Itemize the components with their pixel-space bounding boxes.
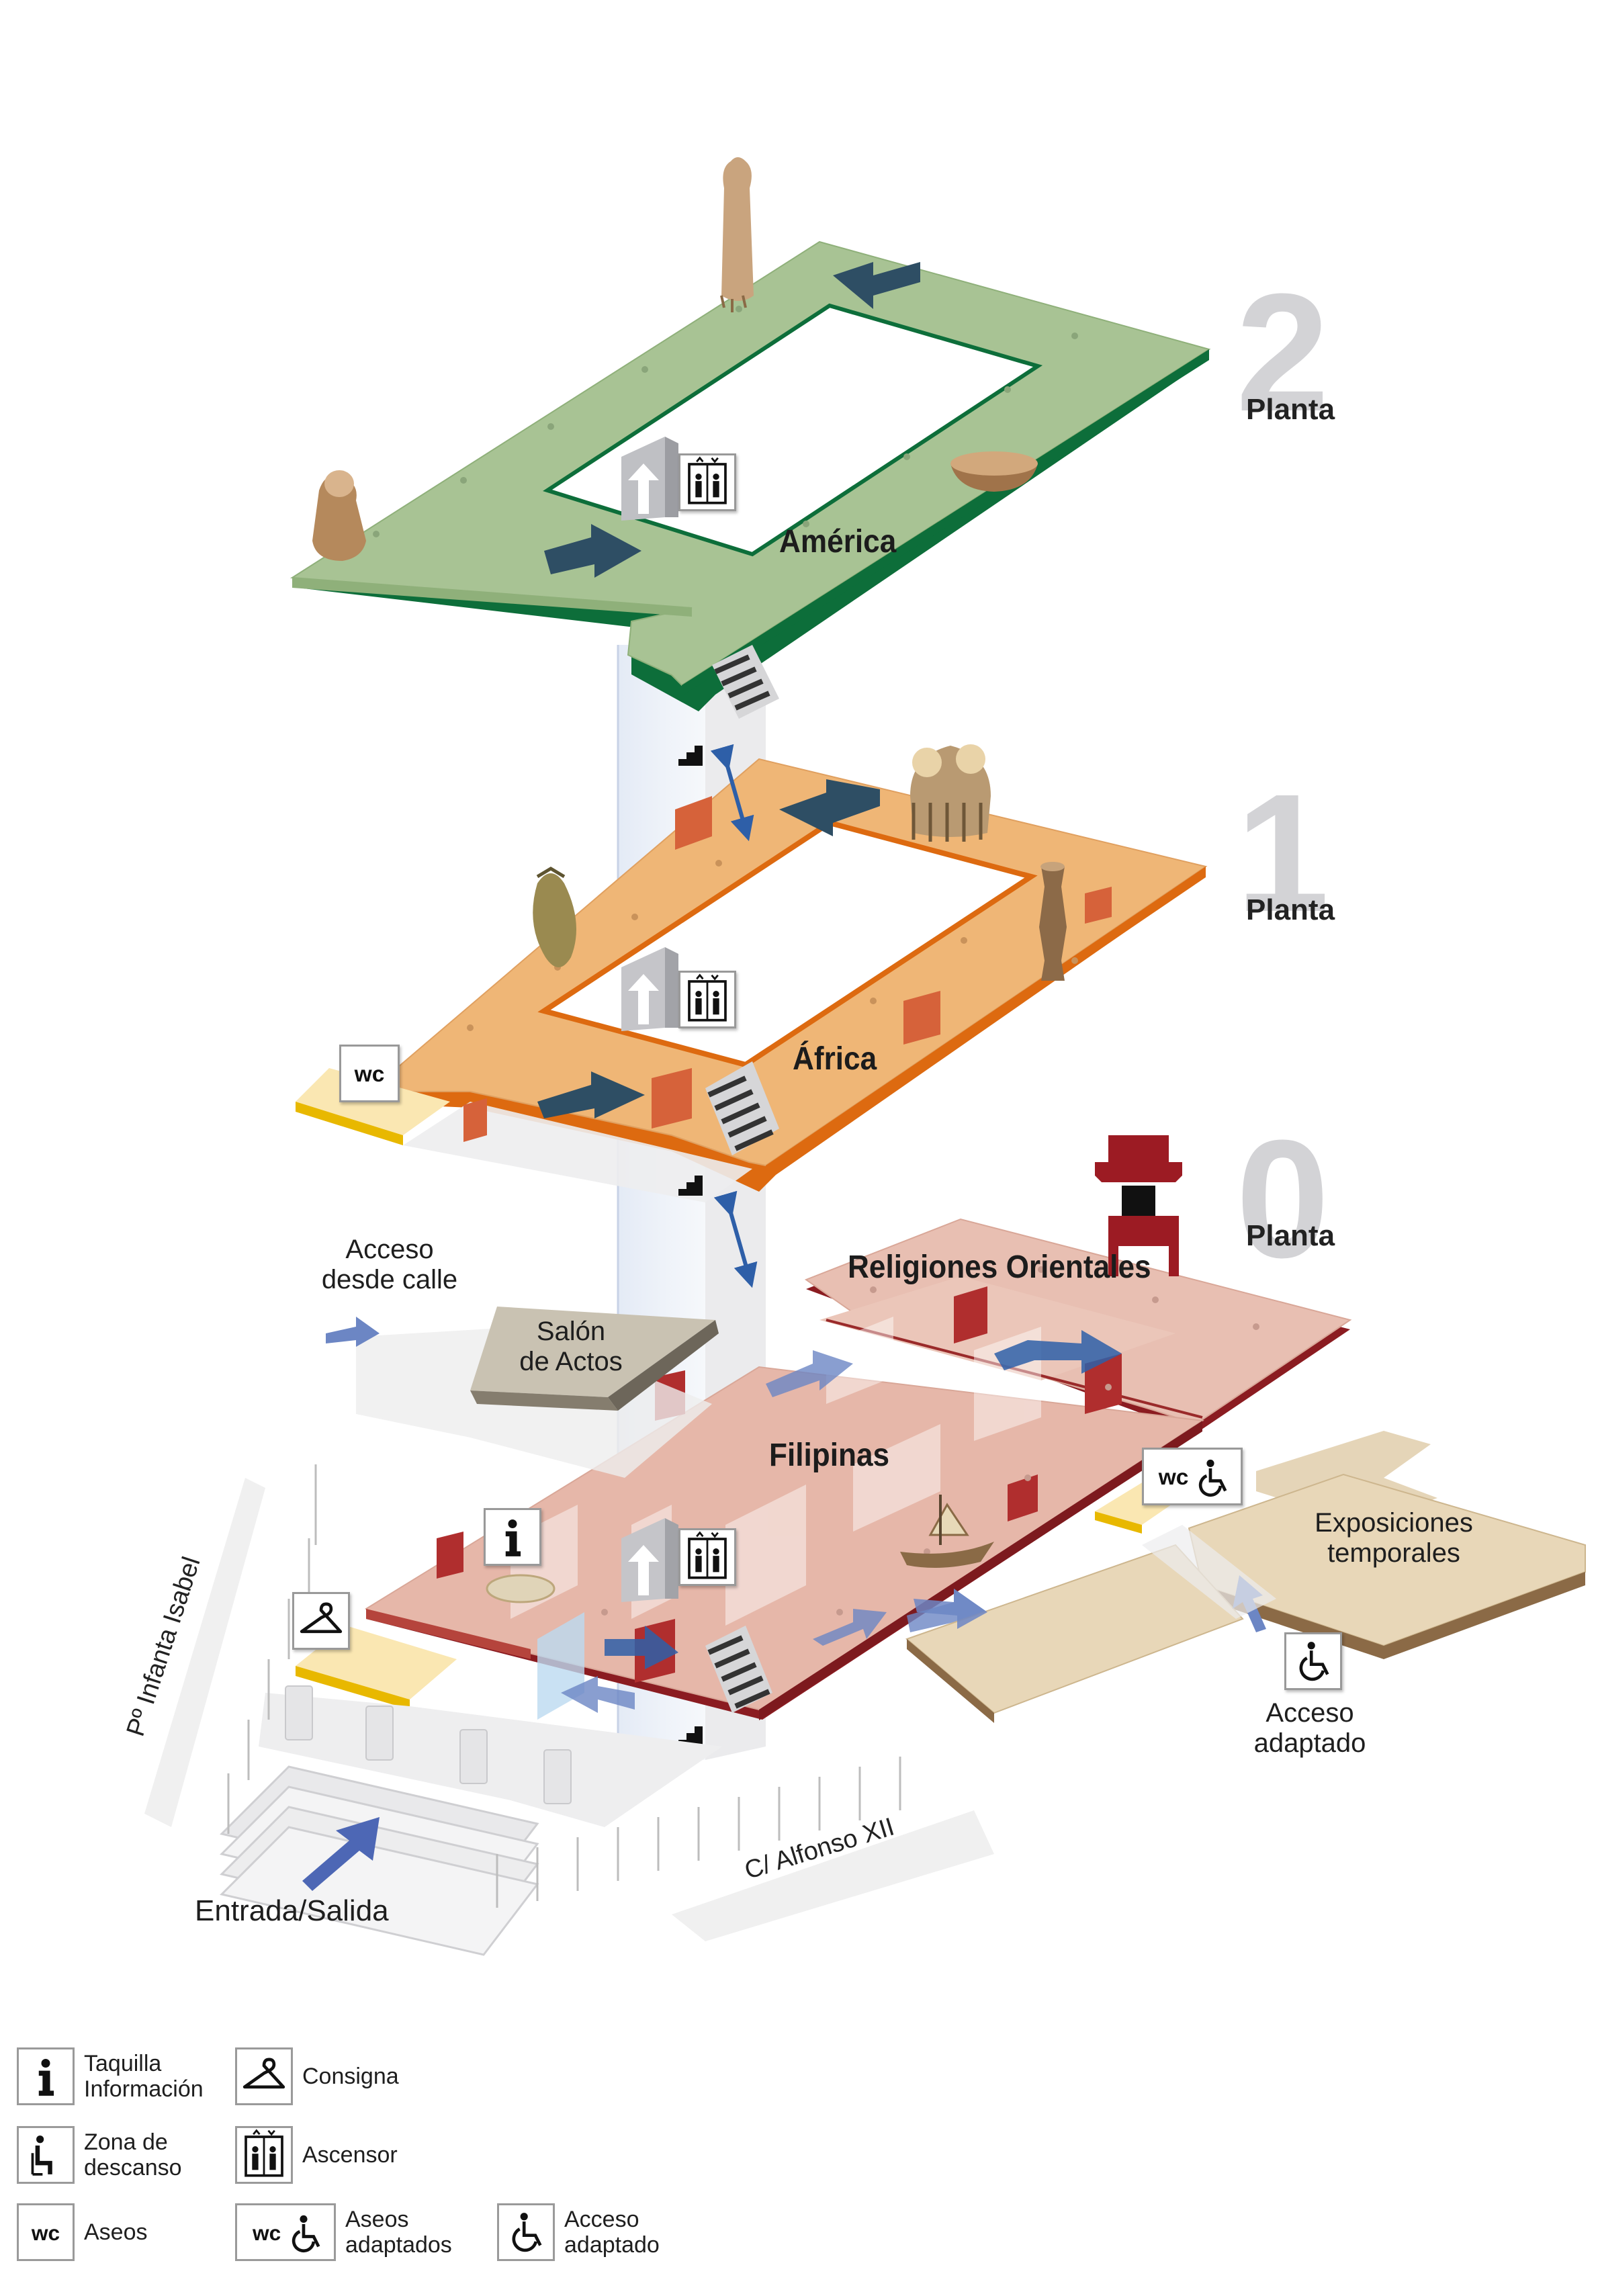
floor-link-arrow-lower bbox=[713, 1190, 758, 1288]
acceso-calle-label: Acceso desde calle bbox=[321, 1235, 458, 1294]
elevator-icon bbox=[678, 453, 736, 511]
legend-label-elevator: Ascensor bbox=[302, 2142, 398, 2168]
artifact-shrine bbox=[1095, 1135, 1182, 1276]
acceso-adaptado-label: Acceso adaptado bbox=[1253, 1698, 1366, 1758]
floor-link-arrow-upper bbox=[710, 744, 754, 842]
floor-2-label: Planta bbox=[1246, 393, 1335, 426]
legend-label-rest: Zona de descanso bbox=[84, 2129, 182, 2180]
legend-label-wheelchair: Acceso adaptado bbox=[564, 2206, 660, 2258]
info-icon bbox=[484, 1508, 541, 1566]
legend-item-wheelchair: Acceso adaptado bbox=[497, 2203, 660, 2261]
artifact-boat bbox=[900, 1495, 994, 1568]
stair-marker-1 bbox=[678, 746, 703, 766]
elevator-icon bbox=[678, 971, 736, 1028]
svg-text:wc: wc bbox=[354, 1062, 385, 1087]
legend-item-wc: wc Aseos bbox=[17, 2203, 148, 2261]
floor-0-label: Planta bbox=[1246, 1219, 1335, 1252]
legend-item-info: Taquilla Información bbox=[17, 2047, 204, 2105]
svg-text:wc: wc bbox=[31, 2221, 60, 2245]
artifact-masks bbox=[910, 744, 991, 842]
wc-accessible-icon: wc bbox=[1142, 1448, 1243, 1505]
hanger-icon bbox=[235, 2047, 293, 2105]
legend-item-elevator: Ascensor bbox=[235, 2126, 398, 2184]
legend-label-consigna: Consigna bbox=[302, 2063, 399, 2089]
rest-seat-icon bbox=[17, 2126, 75, 2184]
legend-label-info: Taquilla Información bbox=[84, 2050, 204, 2102]
hanger-icon bbox=[292, 1592, 350, 1650]
zone-filipinas: Filipinas bbox=[769, 1438, 890, 1473]
stair-marker-2 bbox=[678, 1176, 703, 1196]
wc-icon: wc bbox=[339, 1045, 400, 1102]
artifact-figure-top bbox=[720, 157, 754, 312]
info-icon bbox=[17, 2047, 75, 2105]
entrance-stairs bbox=[220, 1765, 539, 1956]
wheelchair-icon bbox=[1284, 1632, 1342, 1690]
zone-america: América bbox=[779, 524, 897, 560]
legend-item-rest: Zona de descanso bbox=[17, 2126, 182, 2184]
legend-item-consigna: Consigna bbox=[235, 2047, 399, 2105]
exposiciones-label: Exposiciones temporales bbox=[1315, 1508, 1473, 1568]
floor-1-label: Planta bbox=[1246, 893, 1335, 926]
wheelchair-icon bbox=[497, 2203, 555, 2261]
floor-2-number: 2 bbox=[1236, 259, 1330, 446]
svg-text:wc: wc bbox=[252, 2221, 281, 2245]
artifact-gourd bbox=[533, 867, 576, 967]
floor-1-number: 1 bbox=[1236, 759, 1330, 946]
entrada-salida-label: Entrada/Salida bbox=[195, 1894, 389, 1927]
exposiciones-temporales-block bbox=[905, 1431, 1586, 1723]
artifact-drum bbox=[1039, 862, 1067, 981]
wc-accessible-icon: wc bbox=[235, 2203, 336, 2261]
floor-1-stairs bbox=[705, 1061, 779, 1155]
street-ground bbox=[144, 1464, 994, 1941]
wc-icon: wc bbox=[17, 2203, 75, 2261]
legend-item-wc-accessible: wc Aseos adaptados bbox=[235, 2203, 452, 2261]
zone-africa: África bbox=[793, 1041, 877, 1077]
floor-1-plate bbox=[296, 744, 1208, 1202]
floor-0-plate bbox=[220, 1135, 1352, 1956]
artifact-fur-figure bbox=[312, 470, 366, 561]
salon-de-actos-label: Salón de Actos bbox=[519, 1317, 623, 1376]
artifact-bowl bbox=[950, 451, 1038, 492]
elevator-icon bbox=[678, 1528, 736, 1586]
elevator-icon bbox=[235, 2126, 293, 2184]
floor-2-plate bbox=[290, 157, 1211, 719]
floor-2-stairs bbox=[712, 645, 779, 719]
salon-de-actos-block bbox=[326, 1307, 719, 1478]
zone-religiones-orientales: Religiones Orientales bbox=[848, 1249, 1151, 1285]
legend-label-wc: Aseos bbox=[84, 2219, 148, 2245]
floor-0-stairs bbox=[705, 1626, 772, 1713]
legend-label-wc-accessible: Aseos adaptados bbox=[345, 2206, 452, 2258]
svg-text:wc: wc bbox=[1158, 1465, 1189, 1490]
floor-0-number: 0 bbox=[1236, 1105, 1330, 1292]
